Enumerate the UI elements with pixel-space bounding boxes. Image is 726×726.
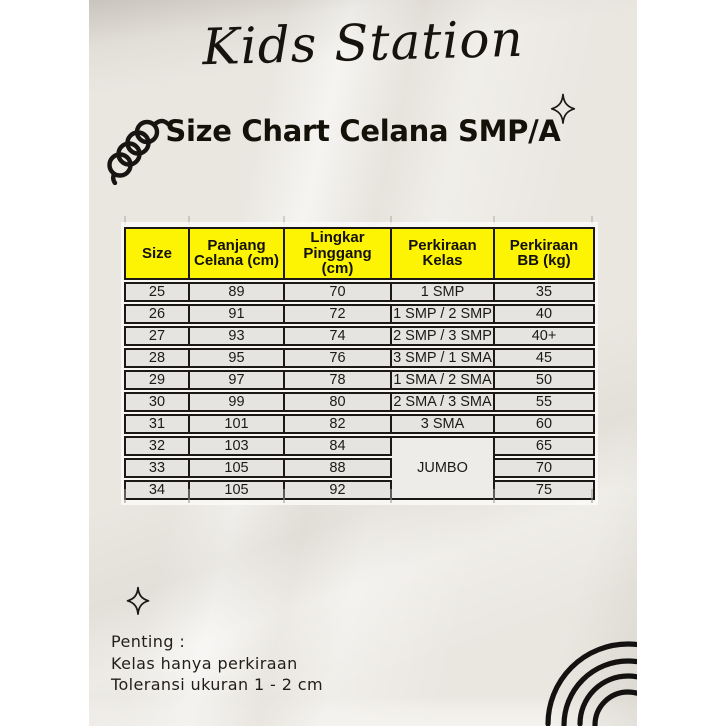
page-title: Size Chart Celana SMP/A: [165, 114, 561, 148]
table-cell: 45: [495, 347, 595, 368]
table-cell: 92: [285, 479, 392, 500]
table-cell: 29: [124, 369, 190, 390]
ghost-row-top: [124, 216, 595, 225]
table-cell: 1 SMP / 2 SMP: [392, 303, 495, 324]
table-row: 32 103 84 JUMBO 65: [124, 435, 595, 500]
table-cell: 1 SMP: [392, 281, 495, 302]
table-cell: 33: [124, 457, 190, 478]
table-header-cell: Perkiraan BB (kg): [495, 227, 595, 280]
table-cell: 31: [124, 413, 190, 434]
table-cell: 26: [124, 303, 190, 324]
table-cell: 65: [495, 435, 595, 456]
table-cell: 3 SMA: [392, 413, 495, 434]
table-row: 33 105 88 70: [124, 457, 595, 478]
table-cell: 28: [124, 347, 190, 368]
table-header-row: Size Panjang Celana (cm) Lingkar Pinggang …: [124, 227, 595, 280]
table-cell: 35: [495, 281, 595, 302]
table-cell: 2 SMA / 3 SMA: [392, 391, 495, 412]
table-cell: 40+: [495, 325, 595, 346]
table-row: 31 101 82 3 SMA 60: [124, 413, 595, 434]
notes-heading: Penting :: [111, 632, 186, 651]
table-header-cell: Size: [124, 227, 190, 280]
table-cell: 30: [124, 391, 190, 412]
table-cell: 70: [495, 457, 595, 478]
table-cell: 75: [495, 479, 595, 500]
table-cell: 80: [285, 391, 392, 412]
table-row: 29 97 78 1 SMA / 2 SMA 50: [124, 369, 595, 390]
table-row: 30 99 80 2 SMA / 3 SMA 55: [124, 391, 595, 412]
table-cell: 50: [495, 369, 595, 390]
table-cell: 1 SMA / 2 SMA: [392, 369, 495, 390]
table-cell: 89: [190, 281, 285, 302]
note-line: Toleransi ukuran 1 - 2 cm: [111, 675, 323, 694]
table-row: 28 95 76 3 SMP / 1 SMA 45: [124, 347, 595, 368]
table-cell: 27: [124, 325, 190, 346]
table-row: 25 89 70 1 SMP 35: [124, 281, 595, 302]
table-row: 26 91 72 1 SMP / 2 SMP 40: [124, 303, 595, 324]
table-cell: 60: [495, 413, 595, 434]
table-cell: 105: [190, 457, 285, 478]
size-chart-table-wrap: Size Panjang Celana (cm) Lingkar Pinggang …: [124, 225, 595, 502]
table-cell: 103: [190, 435, 285, 456]
notes-block: Penting : Kelas hanya perkiraan Tolerans…: [111, 631, 323, 696]
table-cell: 97: [190, 369, 285, 390]
table-header-cell: Panjang Celana (cm): [190, 227, 285, 280]
sparkle-icon: [126, 586, 150, 616]
table-cell: 84: [285, 435, 392, 456]
ghost-row-bottom: [124, 489, 595, 503]
table-header-cell: Lingkar Pinggang (cm): [285, 227, 392, 280]
table-cell: 88: [285, 457, 392, 478]
poster: Kids Station Size Chart Celana SMP/A: [89, 0, 637, 726]
table-cell: 82: [285, 413, 392, 434]
table-cell: 74: [285, 325, 392, 346]
brand-script: Kids Station: [201, 9, 525, 77]
table-cell: 95: [190, 347, 285, 368]
table-cell: 91: [190, 303, 285, 324]
table-cell: 55: [495, 391, 595, 412]
table-cell: 3 SMP / 1 SMA: [392, 347, 495, 368]
table-cell: 32: [124, 435, 190, 456]
table-cell: 40: [495, 303, 595, 324]
table-cell: 78: [285, 369, 392, 390]
table-cell: 2 SMP / 3 SMP: [392, 325, 495, 346]
rainbow-icon: [543, 640, 637, 726]
table-row: 27 93 74 2 SMP / 3 SMP 40+: [124, 325, 595, 346]
table-cell: 76: [285, 347, 392, 368]
table-cell: 72: [285, 303, 392, 324]
squiggle-icon: [105, 109, 171, 185]
table-cell: 93: [190, 325, 285, 346]
table-header-cell: Perkiraan Kelas: [392, 227, 495, 280]
sparkle-icon: [550, 93, 576, 125]
jumbo-merged-cell: JUMBO: [392, 435, 495, 500]
table-cell: 101: [190, 413, 285, 434]
table-cell: 99: [190, 391, 285, 412]
table-cell: 70: [285, 281, 392, 302]
table-cell: 25: [124, 281, 190, 302]
size-table: Size Panjang Celana (cm) Lingkar Pinggang …: [124, 225, 595, 502]
note-line: Kelas hanya perkiraan: [111, 653, 298, 673]
